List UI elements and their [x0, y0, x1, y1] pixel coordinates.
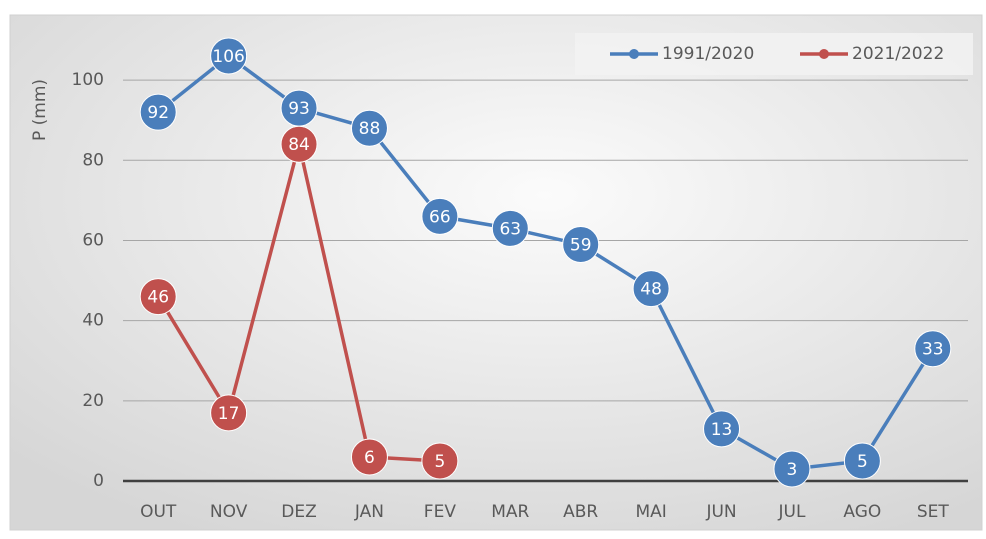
data-point — [280, 125, 318, 163]
data-label: 13 — [711, 420, 733, 440]
x-tick-label: JUL — [777, 502, 805, 522]
data-label: 93 — [288, 99, 310, 119]
data-label: 48 — [640, 280, 662, 300]
data-label: 92 — [147, 103, 169, 123]
data-label: 33 — [922, 340, 944, 360]
data-label: 59 — [570, 235, 592, 255]
data-point — [632, 270, 670, 308]
x-tick-label: JUN — [705, 502, 736, 522]
data-label: 106 — [212, 47, 244, 67]
x-tick-label: MAI — [635, 502, 666, 522]
y-tick-label: 20 — [82, 391, 104, 411]
data-label: 66 — [429, 207, 451, 227]
data-point — [139, 278, 177, 316]
y-tick-label: 100 — [72, 70, 104, 90]
legend-marker — [819, 49, 829, 59]
data-point — [350, 109, 388, 147]
data-label: 5 — [857, 452, 868, 472]
x-tick-label: AGO — [843, 502, 881, 522]
data-point — [703, 410, 741, 448]
y-tick-label: 0 — [93, 471, 104, 491]
data-point — [210, 394, 248, 432]
data-point — [843, 442, 881, 480]
data-point — [421, 197, 459, 235]
legend: 1991/2020 2021/2022 — [575, 33, 973, 75]
legend-label: 2021/2022 — [852, 44, 944, 64]
x-tick-label: DEZ — [281, 502, 316, 522]
data-label: 63 — [499, 219, 521, 239]
data-point — [421, 442, 459, 480]
x-tick-label: ABR — [563, 502, 598, 522]
data-point — [914, 330, 952, 368]
data-point — [562, 225, 600, 263]
y-tick-label: 40 — [82, 311, 104, 331]
x-tick-label: MAR — [491, 502, 529, 522]
x-tick-label: OUT — [140, 502, 177, 522]
x-tick-label: SET — [917, 502, 950, 522]
y-tick-label: 80 — [82, 150, 104, 170]
data-point — [491, 209, 529, 247]
y-tick-label: 60 — [82, 230, 104, 250]
y-axis-label: P (mm) — [30, 79, 50, 141]
legend-label: 1991/2020 — [662, 44, 754, 64]
data-point — [139, 93, 177, 131]
data-label: 6 — [364, 448, 375, 468]
data-label: 46 — [147, 288, 169, 308]
data-label: 84 — [288, 135, 310, 155]
data-label: 17 — [218, 404, 240, 424]
x-tick-label: NOV — [210, 502, 248, 522]
legend-marker — [629, 49, 639, 59]
data-label: 88 — [359, 119, 381, 139]
chart-background — [9, 14, 983, 531]
x-tick-label: FEV — [424, 502, 457, 522]
data-point — [210, 37, 248, 75]
data-point — [350, 438, 388, 476]
data-point — [773, 450, 811, 488]
x-tick-label: JAN — [354, 502, 384, 522]
data-label: 3 — [787, 460, 798, 480]
data-label: 5 — [434, 452, 445, 472]
